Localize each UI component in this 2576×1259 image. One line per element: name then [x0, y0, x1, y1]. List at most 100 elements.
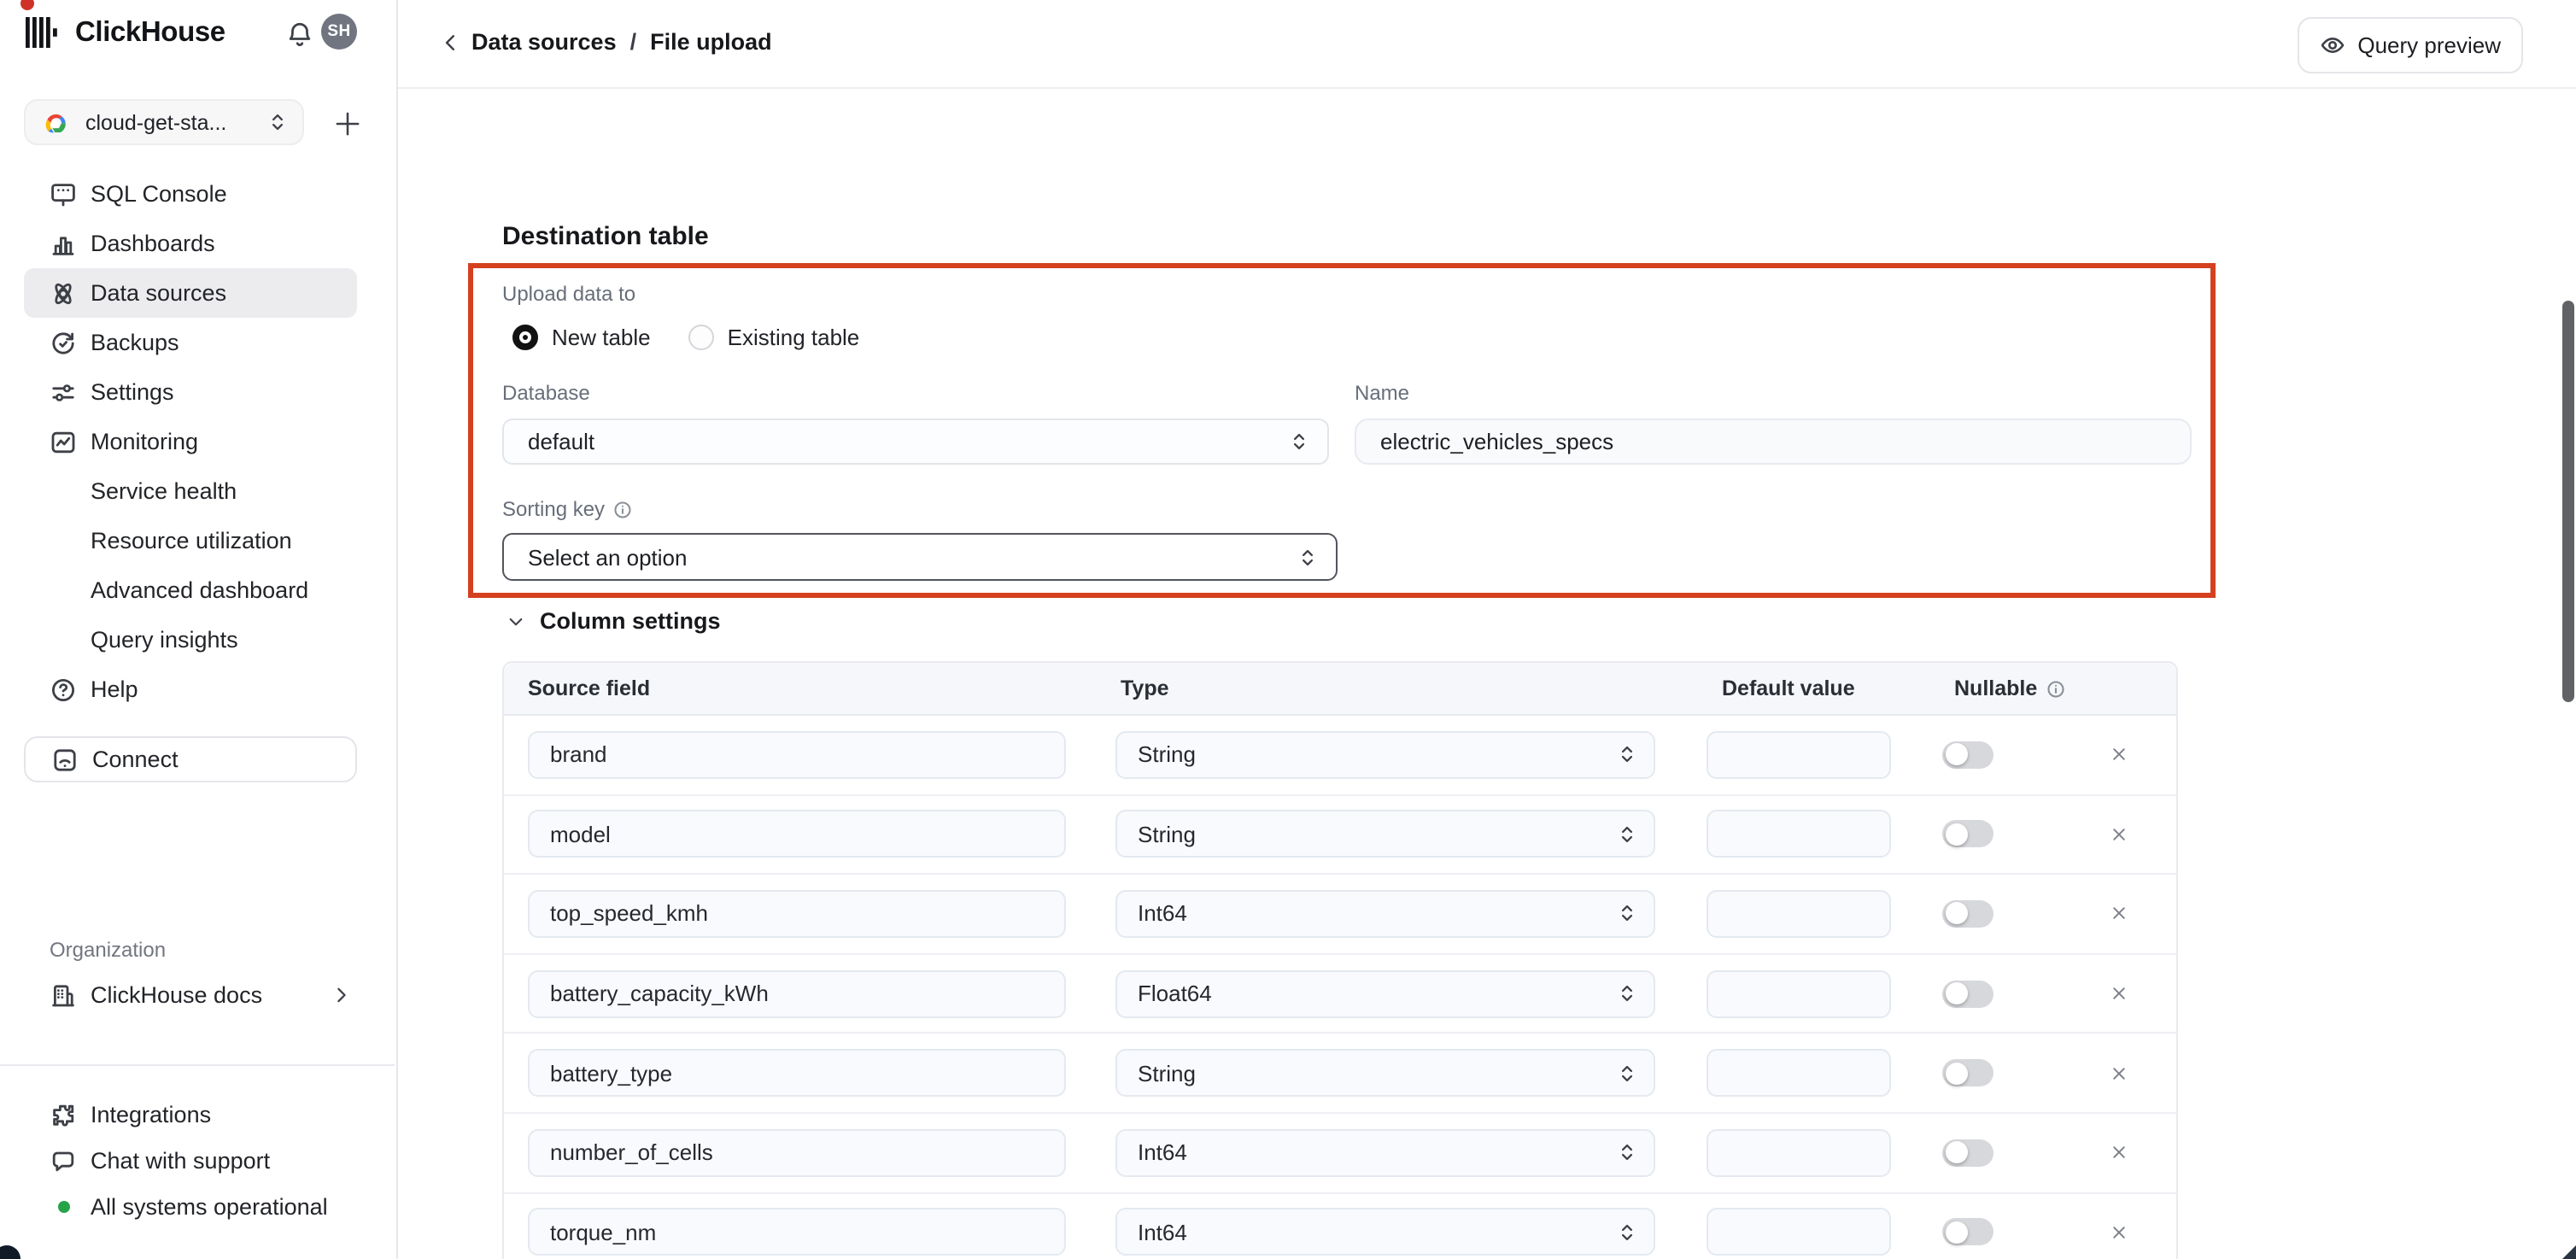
sidebar-item-data-sources[interactable]: Data sources [24, 268, 357, 318]
upload-target-radio-group: New table Existing table [512, 323, 859, 350]
new-table-radio[interactable] [512, 324, 538, 349]
vertical-scrollbar[interactable] [2562, 301, 2574, 702]
nullable-toggle[interactable] [1942, 1139, 1993, 1167]
notifications-bell-icon[interactable] [282, 17, 316, 51]
unfold-icon [266, 111, 289, 133]
sidebar-item-monitoring[interactable]: Monitoring [24, 417, 357, 466]
remove-column-button[interactable] [2106, 1221, 2130, 1244]
content: Destination table Upload data to New tab… [398, 87, 2576, 1259]
sidebar-item-clickhouse-docs[interactable]: ClickHouse docs [24, 972, 372, 1018]
default-value-input[interactable] [1707, 969, 1891, 1018]
sidebar-item-label: Query insights [91, 627, 238, 653]
default-value-input[interactable] [1707, 730, 1891, 779]
remove-column-button[interactable] [2106, 902, 2130, 926]
sidebar-item-backups[interactable]: Backups [24, 318, 357, 367]
sidebar-item-chat-with-support[interactable]: Chat with support [24, 1138, 371, 1184]
default-value-input[interactable] [1707, 1208, 1891, 1256]
user-avatar[interactable]: SH [321, 14, 357, 50]
nullable-toggle[interactable] [1942, 1059, 1993, 1087]
nullable-toggle[interactable] [1942, 741, 1993, 769]
gcp-cloud-icon [43, 112, 68, 132]
unfold-icon [1297, 546, 1319, 568]
sidebar-nav: SQL Console Dashboards Data sources Back… [0, 169, 396, 714]
sidebar-item-query-insights[interactable]: Query insights [24, 615, 357, 665]
source-field-input[interactable] [528, 889, 1066, 938]
breadcrumb-data-sources[interactable]: Data sources [471, 29, 617, 55]
status-dot [50, 1193, 77, 1221]
sorting-key-select[interactable]: Select an option [502, 533, 1338, 581]
database-select[interactable]: default [502, 419, 1329, 465]
default-value-input[interactable] [1707, 810, 1891, 858]
brand-header: ClickHouse [26, 14, 225, 51]
header-type: Type [1121, 676, 1169, 700]
remove-column-button[interactable] [2106, 1141, 2130, 1165]
nullable-toggle[interactable] [1942, 820, 1993, 848]
notification-badge [20, 0, 34, 10]
chat-widget-peek[interactable] [0, 1245, 20, 1259]
query-preview-button[interactable]: Query preview [2298, 17, 2523, 73]
type-select[interactable]: String [1115, 1049, 1655, 1098]
sidebar-footer: Integrations Chat with support All syste… [0, 1064, 395, 1259]
header-nullable: Nullable [1954, 676, 2064, 700]
service-selector-value: cloud-get-sta... [85, 110, 227, 134]
sidebar-item-label: Settings [91, 379, 174, 405]
sidebar-item-label: Monitoring [91, 429, 199, 454]
header-default-value: Default value [1722, 676, 1855, 700]
existing-table-radio[interactable] [688, 324, 714, 349]
source-field-input[interactable] [528, 969, 1066, 1018]
sidebar-item-advanced-dashboard[interactable]: Advanced dashboard [24, 565, 357, 615]
brand-name: ClickHouse [75, 16, 225, 47]
sidebar-item-integrations[interactable]: Integrations [24, 1092, 371, 1138]
nullable-toggle[interactable] [1942, 980, 1993, 1008]
sidebar-item-dashboards[interactable]: Dashboards [24, 219, 357, 268]
sidebar-item-sql-console[interactable]: SQL Console [24, 169, 357, 219]
service-selector[interactable]: cloud-get-sta... [24, 99, 304, 145]
table-row: Int64 [504, 875, 2176, 955]
type-select[interactable]: Int64 [1115, 1128, 1655, 1177]
type-select[interactable]: Int64 [1115, 1208, 1655, 1256]
unfold-icon [1616, 1142, 1638, 1164]
nullable-toggle[interactable] [1942, 1218, 1993, 1246]
remove-column-button[interactable] [2106, 981, 2130, 1005]
docs-label: ClickHouse docs [91, 982, 263, 1008]
chevron-right-icon [330, 984, 352, 1006]
no-icon-spacer [50, 527, 77, 554]
table-name-input[interactable] [1355, 419, 2192, 465]
type-select[interactable]: Float64 [1115, 969, 1655, 1018]
source-field-input[interactable] [528, 730, 1066, 779]
type-select[interactable]: String [1115, 810, 1655, 858]
column-settings-toggle[interactable]: Column settings [506, 608, 721, 634]
unfold-icon [1616, 982, 1638, 1004]
data-sources-icon [50, 279, 77, 307]
sidebar-item-settings[interactable]: Settings [24, 367, 357, 417]
organization-section: Organization ClickHouse docs [0, 938, 396, 1018]
database-select-value: default [528, 429, 595, 454]
existing-table-label[interactable]: Existing table [727, 324, 860, 349]
main-area: Data sources / File upload Query preview… [398, 0, 2576, 1259]
back-button[interactable] [439, 31, 463, 55]
type-select[interactable]: Int64 [1115, 889, 1655, 938]
sidebar-item-label: Resource utilization [91, 528, 292, 553]
table-row: String [504, 795, 2176, 875]
column-settings-table: Source field Type Default value Nullable… [502, 661, 2178, 1259]
remove-column-button[interactable] [2106, 1061, 2130, 1085]
type-select[interactable]: String [1115, 730, 1655, 779]
default-value-input[interactable] [1707, 889, 1891, 938]
connect-button[interactable]: Connect [24, 736, 357, 782]
sidebar-item-help[interactable]: Help [24, 665, 357, 714]
new-table-label[interactable]: New table [552, 324, 651, 349]
source-field-input[interactable] [528, 1049, 1066, 1098]
default-value-input[interactable] [1707, 1128, 1891, 1177]
sidebar-item-resource-utilization[interactable]: Resource utilization [24, 516, 357, 565]
remove-column-button[interactable] [2106, 823, 2130, 846]
add-service-button[interactable] [331, 108, 362, 138]
sidebar-item-all-systems-operational[interactable]: All systems operational [24, 1184, 371, 1230]
source-field-input[interactable] [528, 810, 1066, 858]
nullable-toggle[interactable] [1942, 899, 1993, 928]
source-field-input[interactable] [528, 1128, 1066, 1177]
sidebar-item-service-health[interactable]: Service health [24, 466, 357, 516]
sidebar-item-label: SQL Console [91, 181, 227, 207]
source-field-input[interactable] [528, 1208, 1066, 1256]
default-value-input[interactable] [1707, 1049, 1891, 1098]
remove-column-button[interactable] [2106, 743, 2130, 767]
